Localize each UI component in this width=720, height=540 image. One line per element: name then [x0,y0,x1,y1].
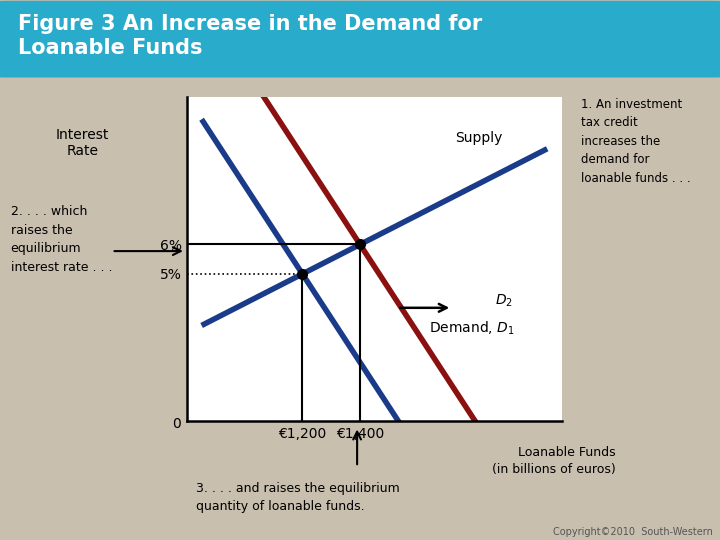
Text: (in billions of euros): (in billions of euros) [492,463,616,476]
Text: 1. An investment
tax credit
increases the
demand for
loanable funds . . .: 1. An investment tax credit increases th… [580,98,690,185]
Text: $D_2$: $D_2$ [495,292,513,309]
Text: Figure 3 An Increase in the Demand for
Loanable Funds: Figure 3 An Increase in the Demand for L… [18,14,482,58]
Text: Loanable Funds: Loanable Funds [518,446,616,458]
Text: 2. . . . which
raises the
equilibrium
interest rate . . .: 2. . . . which raises the equilibrium in… [11,205,112,274]
Text: Interest
Rate: Interest Rate [56,128,109,158]
Text: Demand, $D_1$: Demand, $D_1$ [429,320,515,337]
Text: 0: 0 [172,417,181,431]
Text: Copyright©2010  South-Western: Copyright©2010 South-Western [553,527,713,537]
Text: 3. . . . and raises the equilibrium
quantity of loanable funds.: 3. . . . and raises the equilibrium quan… [197,482,400,514]
FancyBboxPatch shape [0,1,720,78]
Text: Supply: Supply [455,131,503,145]
